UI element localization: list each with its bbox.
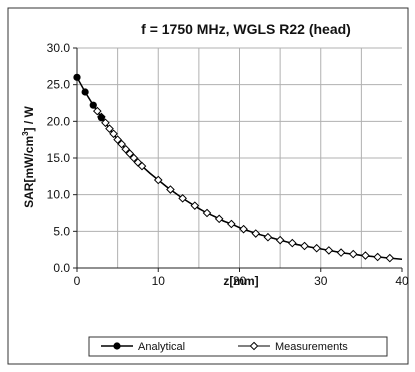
chart-title: f = 1750 MHz, WGLS R22 (head) — [141, 21, 351, 37]
marker-analytical — [97, 114, 105, 122]
y-tick-label: 15.0 — [47, 151, 71, 165]
marker-measurements — [336, 248, 346, 257]
marker-analytical — [89, 101, 97, 109]
marker-measurements — [113, 135, 122, 144]
marker-measurements — [178, 194, 187, 203]
marker-measurements — [300, 241, 309, 251]
legend-label-analytical: Analytical — [138, 341, 185, 353]
marker-analytical — [81, 88, 89, 96]
marker-measurements — [312, 243, 321, 253]
x-ticks: 0 10 20 30 40 — [74, 268, 409, 288]
y-tick-label: 20.0 — [47, 114, 71, 128]
marker-measurements — [109, 129, 118, 139]
marker-measurements — [202, 208, 212, 218]
marker-measurements — [348, 249, 358, 259]
marker-measurements — [227, 219, 236, 229]
y-tick-label: 5.0 — [53, 224, 70, 238]
marker-measurements — [117, 139, 126, 149]
legend-marker-measurements — [249, 341, 259, 351]
marker-measurements — [275, 235, 285, 245]
marker-measurements — [121, 144, 131, 154]
y-axis-label-main: SAR[mW/cm — [22, 136, 36, 208]
svg-text:SAR[mW/cm3] / W: SAR[mW/cm3] / W — [21, 105, 36, 207]
marker-analytical — [73, 73, 81, 81]
y-tick-label: 30.0 — [47, 41, 71, 55]
legend-label-measurements: Measurements — [275, 341, 348, 353]
y-axis-label-tail: ] / W — [22, 105, 36, 131]
marker-measurements — [263, 232, 273, 242]
y-tick-label: 0.0 — [53, 261, 70, 275]
marker-measurements — [239, 224, 248, 234]
marker-measurements — [101, 118, 110, 128]
x-tick-label: 40 — [395, 274, 409, 288]
marker-measurements — [93, 106, 102, 116]
x-tick-label: 0 — [74, 274, 81, 288]
y-tick-label: 25.0 — [47, 78, 71, 92]
y-ticks: 0.0 5.0 10.0 15.0 20.0 25.0 30.0 — [47, 41, 77, 275]
marker-measurements — [190, 201, 200, 210]
marker-measurements — [251, 229, 261, 238]
marker-measurements — [361, 251, 370, 260]
y-tick-label: 10.0 — [47, 188, 71, 202]
y-axis-label: SAR[mW/cm3] / W — [21, 105, 36, 207]
marker-measurements — [288, 238, 297, 248]
marker-measurements — [153, 175, 163, 185]
marker-measurements — [373, 252, 382, 262]
marker-measurements — [129, 153, 139, 163]
marker-measurements — [137, 161, 147, 171]
x-tick-label: 30 — [314, 274, 328, 288]
marker-measurements — [324, 246, 334, 255]
x-tick-label: 20 — [233, 274, 247, 288]
legend-marker-analytical — [113, 342, 121, 350]
x-axis-label: z[mm] — [223, 274, 258, 288]
marker-measurements — [166, 185, 175, 194]
legend: Analytical Measurements — [101, 341, 348, 353]
marker-measurements — [385, 253, 395, 263]
marker-measurements — [125, 149, 135, 158]
marker-measurements — [105, 124, 114, 133]
series-markers — [73, 73, 395, 263]
y-axis-label-sup: 3 — [21, 131, 30, 136]
marker-measurements — [214, 214, 224, 224]
x-tick-label: 10 — [152, 274, 166, 288]
